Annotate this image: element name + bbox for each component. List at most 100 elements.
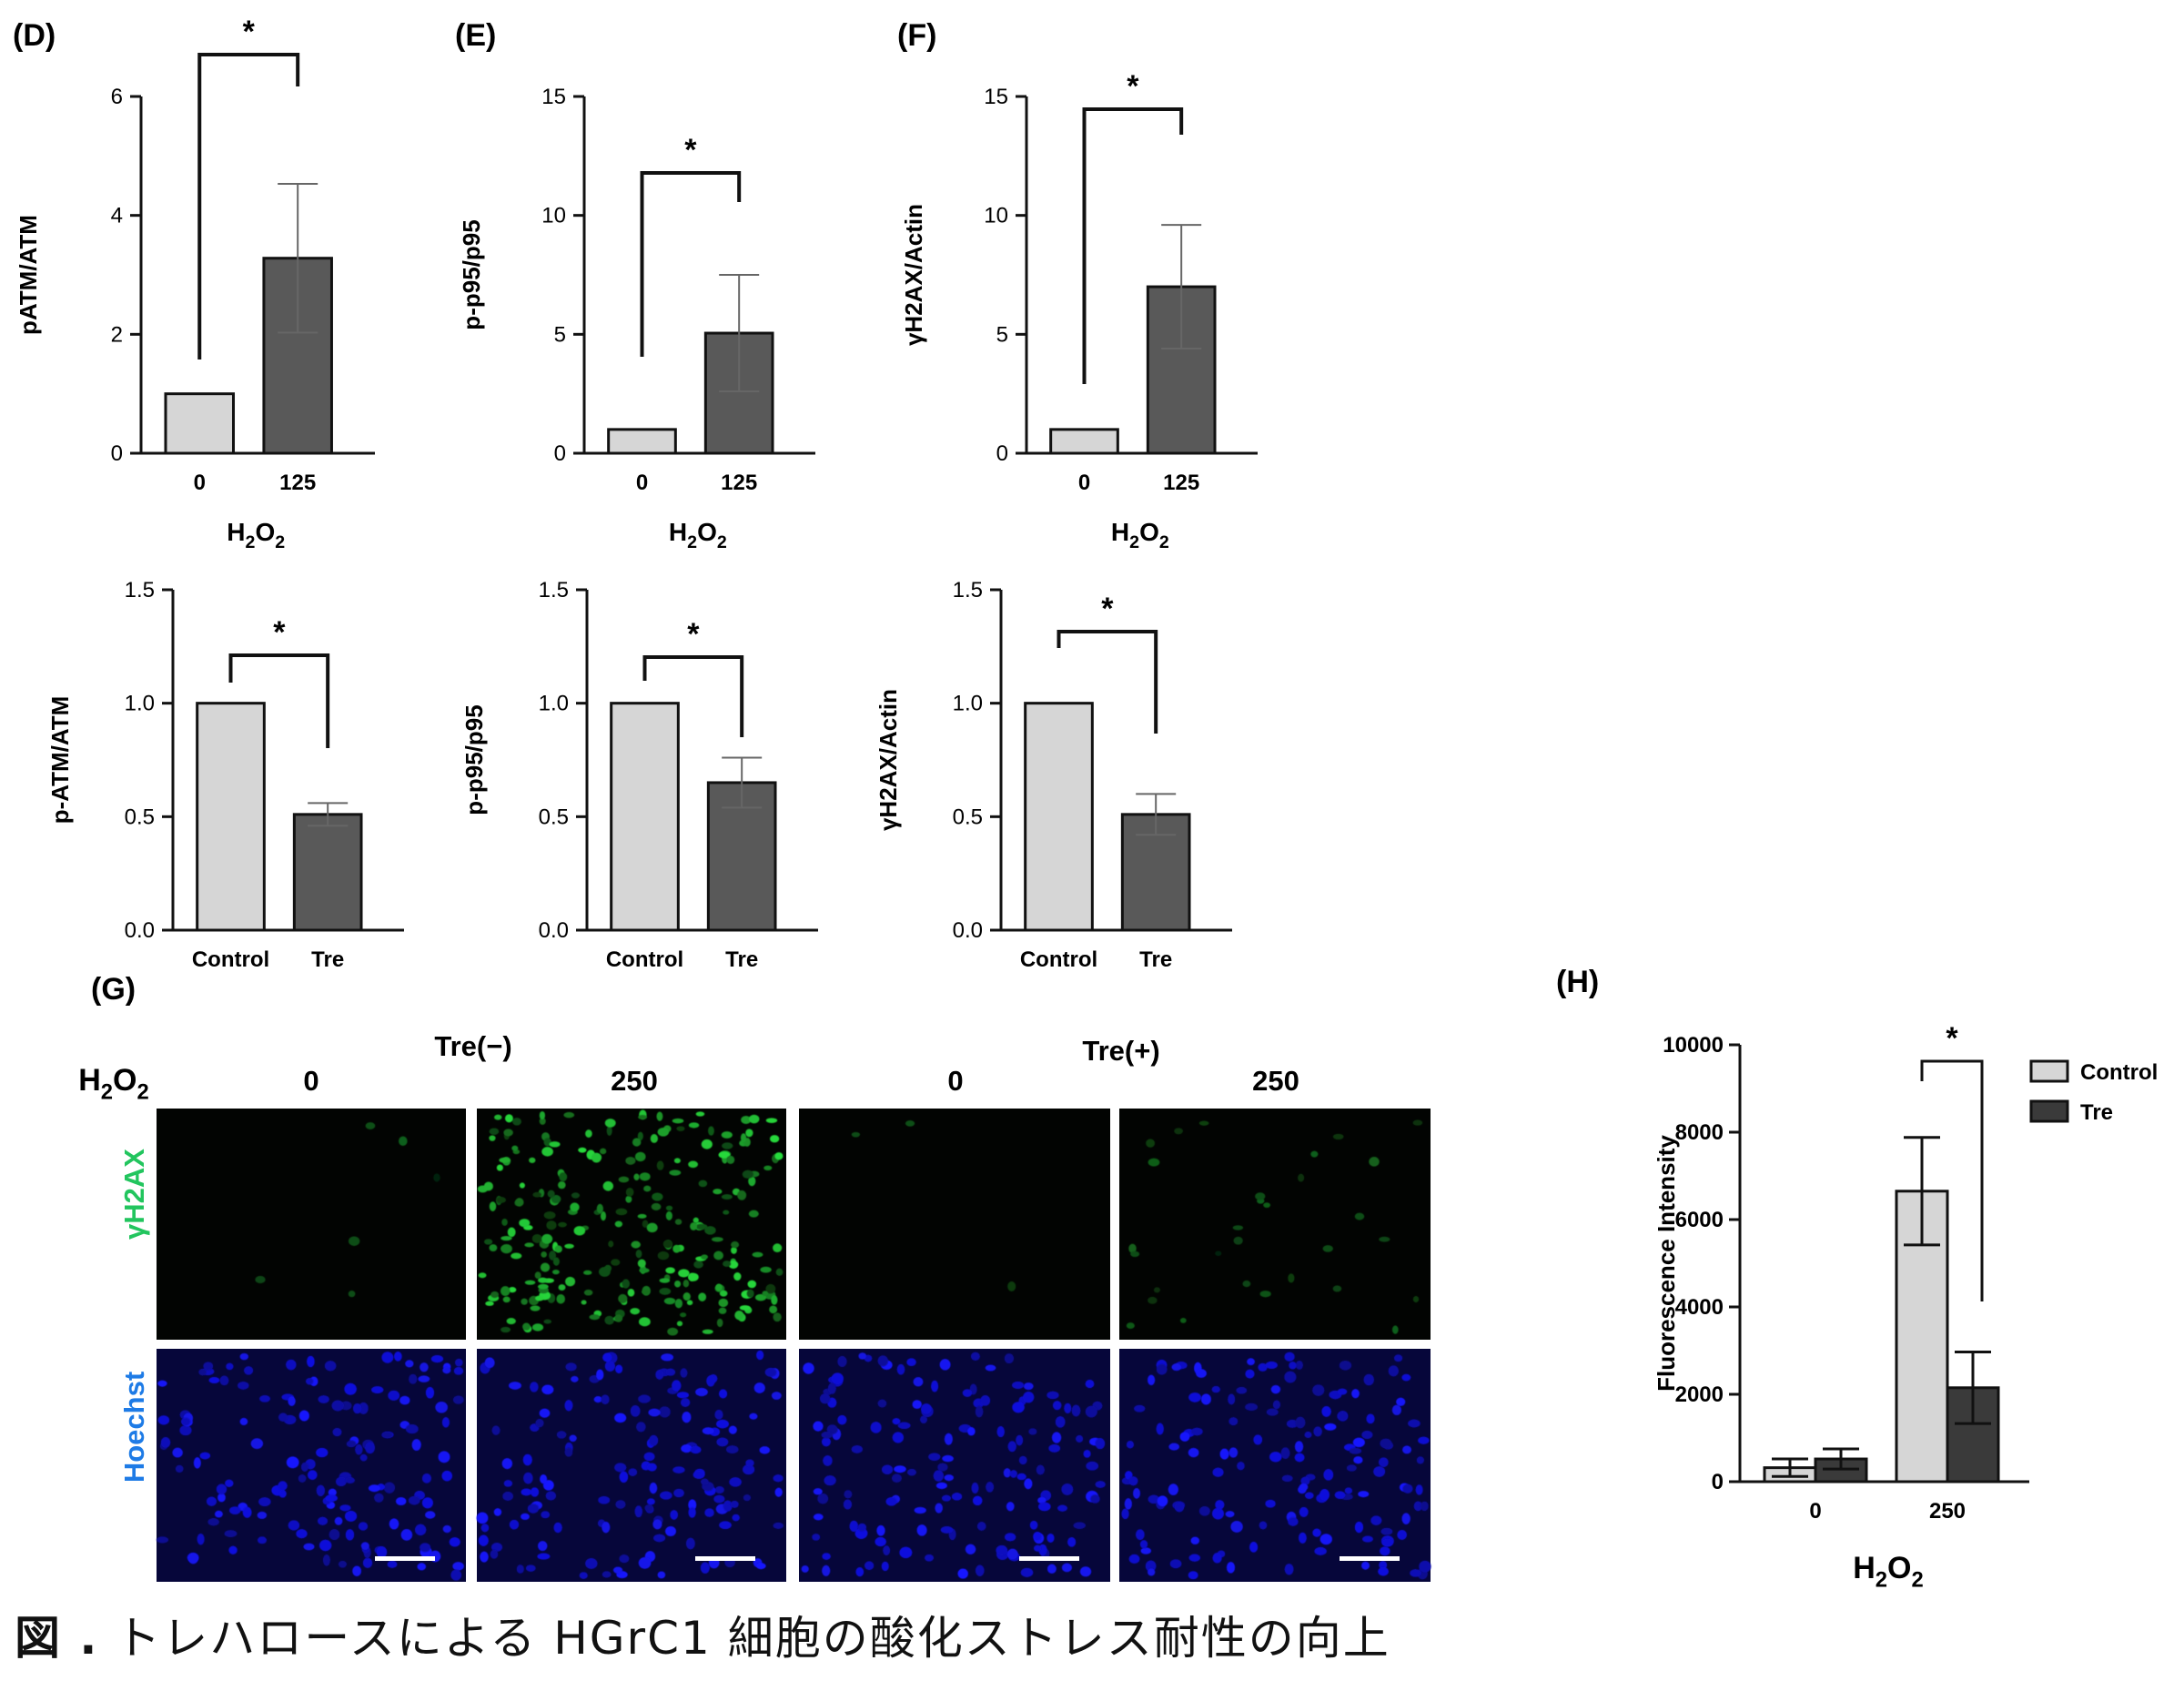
- gamma-h2ax-focus: [529, 1157, 536, 1164]
- significance-star: *: [1127, 69, 1139, 104]
- hoechst-nucleus: [1037, 1502, 1051, 1512]
- hoechst-nucleus: [1289, 1361, 1297, 1370]
- gamma-h2ax-focus: [769, 1135, 780, 1143]
- hoechst-nucleus: [438, 1451, 450, 1463]
- gamma-h2ax-focus: [762, 1291, 768, 1297]
- gamma-h2ax-focus: [680, 1312, 687, 1318]
- gamma-h2ax-focus: [672, 1244, 681, 1253]
- hoechst-nucleus: [523, 1472, 533, 1484]
- gamma-h2ax-focus: [731, 1240, 740, 1249]
- hoechst-nucleus: [1396, 1397, 1406, 1407]
- x-axis-label: H2O2: [227, 518, 285, 552]
- dose-label: 0: [303, 1065, 318, 1097]
- hoechst-nucleus: [1304, 1492, 1314, 1499]
- hoechst-nucleus: [226, 1362, 234, 1371]
- x-tick-label: 0: [1078, 471, 1090, 495]
- gamma-h2ax-focus: [627, 1288, 635, 1297]
- gamma-h2ax-focus: [483, 1239, 493, 1245]
- hoechst-nucleus: [831, 1372, 844, 1384]
- hoechst-nucleus: [516, 1564, 524, 1574]
- gamma-h2ax-focus: [711, 1237, 723, 1242]
- hoechst-nucleus: [1171, 1363, 1182, 1372]
- y-tick-label: 4: [111, 204, 123, 228]
- hoechst-nucleus: [604, 1361, 615, 1372]
- hoechst-nucleus: [628, 1468, 638, 1476]
- gamma-h2ax-focus: [521, 1298, 528, 1305]
- gamma-h2ax-focus: [688, 1272, 699, 1281]
- gamma-h2ax-focus: [611, 1259, 621, 1266]
- subscript: 2: [137, 1080, 149, 1105]
- hoechst-nucleus: [985, 1364, 996, 1372]
- hoechst-nucleus: [300, 1462, 308, 1473]
- gamma-h2ax-focus: [596, 1203, 603, 1214]
- hoechst-nucleus: [1226, 1562, 1236, 1574]
- hoechst-nucleus: [1009, 1470, 1017, 1478]
- hoechst-nucleus: [659, 1406, 671, 1418]
- gamma-h2ax-focus: [682, 1279, 690, 1288]
- hoechst-nucleus: [774, 1487, 783, 1497]
- hoechst-nucleus: [490, 1543, 503, 1553]
- gamma-h2ax-focus: [748, 1114, 760, 1124]
- hoechst-nucleus: [1188, 1447, 1199, 1458]
- panel-letter: (E): [455, 18, 496, 53]
- hoechst-nucleus: [646, 1498, 655, 1505]
- hoechst-nucleus: [702, 1427, 714, 1435]
- hoechst-nucleus: [1410, 1569, 1421, 1577]
- gamma-h2ax-focus: [688, 1160, 699, 1169]
- hoechst-nucleus: [870, 1422, 882, 1433]
- hoechst-nucleus: [849, 1520, 859, 1533]
- hoechst-nucleus: [525, 1564, 536, 1572]
- gamma-h2ax-focus: [721, 1131, 733, 1139]
- significance-star: *: [684, 133, 697, 167]
- hoechst-nucleus: [556, 1431, 567, 1439]
- hoechst-nucleus: [571, 1375, 579, 1382]
- hoechst-nucleus: [1067, 1536, 1077, 1547]
- gamma-h2ax-focus: [583, 1289, 593, 1296]
- gamma-h2ax-focus: [539, 1117, 546, 1125]
- gamma-h2ax-focus: [1232, 1225, 1244, 1230]
- hoechst-nucleus: [224, 1530, 238, 1538]
- hoechst-nucleus: [939, 1359, 951, 1371]
- hoechst-nucleus: [1212, 1507, 1224, 1520]
- gamma-h2ax-focus: [667, 1327, 679, 1336]
- y-tick-label: 0.5: [125, 805, 155, 829]
- gamma-h2ax-focus: [530, 1305, 541, 1311]
- hoechst-nucleus: [749, 1413, 758, 1420]
- hoechst-nucleus: [813, 1488, 823, 1495]
- hoechst-nucleus: [1401, 1373, 1411, 1382]
- gamma-h2ax-focus: [851, 1131, 861, 1138]
- hoechst-nucleus: [441, 1470, 453, 1482]
- gamma-h2ax-focus: [540, 1262, 551, 1272]
- hoechst-nucleus: [1284, 1352, 1295, 1362]
- hoechst-nucleus: [822, 1564, 831, 1576]
- gamma-h2ax-focus: [348, 1291, 356, 1298]
- gamma-h2ax-focus: [721, 1194, 733, 1200]
- gamma-h2ax-focus: [676, 1321, 683, 1327]
- gamma-h2ax-focus: [1174, 1128, 1183, 1135]
- hoechst-nucleus: [827, 1382, 836, 1394]
- significance-bracket: [642, 655, 744, 737]
- gamma-h2ax-focus: [515, 1198, 524, 1207]
- significance-star: *: [1101, 592, 1114, 626]
- y-tick-label: 1.0: [539, 692, 569, 716]
- hoechst-nucleus: [1055, 1416, 1066, 1428]
- gamma-h2ax-focus: [774, 1152, 784, 1160]
- gamma-h2ax-focus: [765, 1118, 778, 1123]
- gamma-h2ax-focus: [630, 1308, 641, 1315]
- hoechst-nucleus: [714, 1409, 723, 1420]
- hoechst-nucleus: [1147, 1374, 1156, 1386]
- gamma-h2ax-focus: [637, 1213, 647, 1219]
- hoechst-nucleus: [957, 1568, 968, 1579]
- hoechst-nucleus: [296, 1529, 308, 1539]
- hoechst-nucleus: [914, 1506, 926, 1514]
- hoechst-nucleus: [1029, 1520, 1038, 1530]
- hoechst-nucleus: [1362, 1535, 1373, 1543]
- hoechst-nucleus: [1036, 1464, 1045, 1475]
- hoechst-nucleus: [199, 1452, 211, 1460]
- hoechst-nucleus: [420, 1543, 431, 1553]
- gamma-h2ax-focus: [549, 1141, 561, 1148]
- gamma-h2ax-focus: [554, 1245, 562, 1253]
- gamma-h2ax-focus: [255, 1275, 266, 1284]
- hoechst-nucleus: [980, 1394, 991, 1406]
- hoechst-nucleus: [647, 1463, 657, 1472]
